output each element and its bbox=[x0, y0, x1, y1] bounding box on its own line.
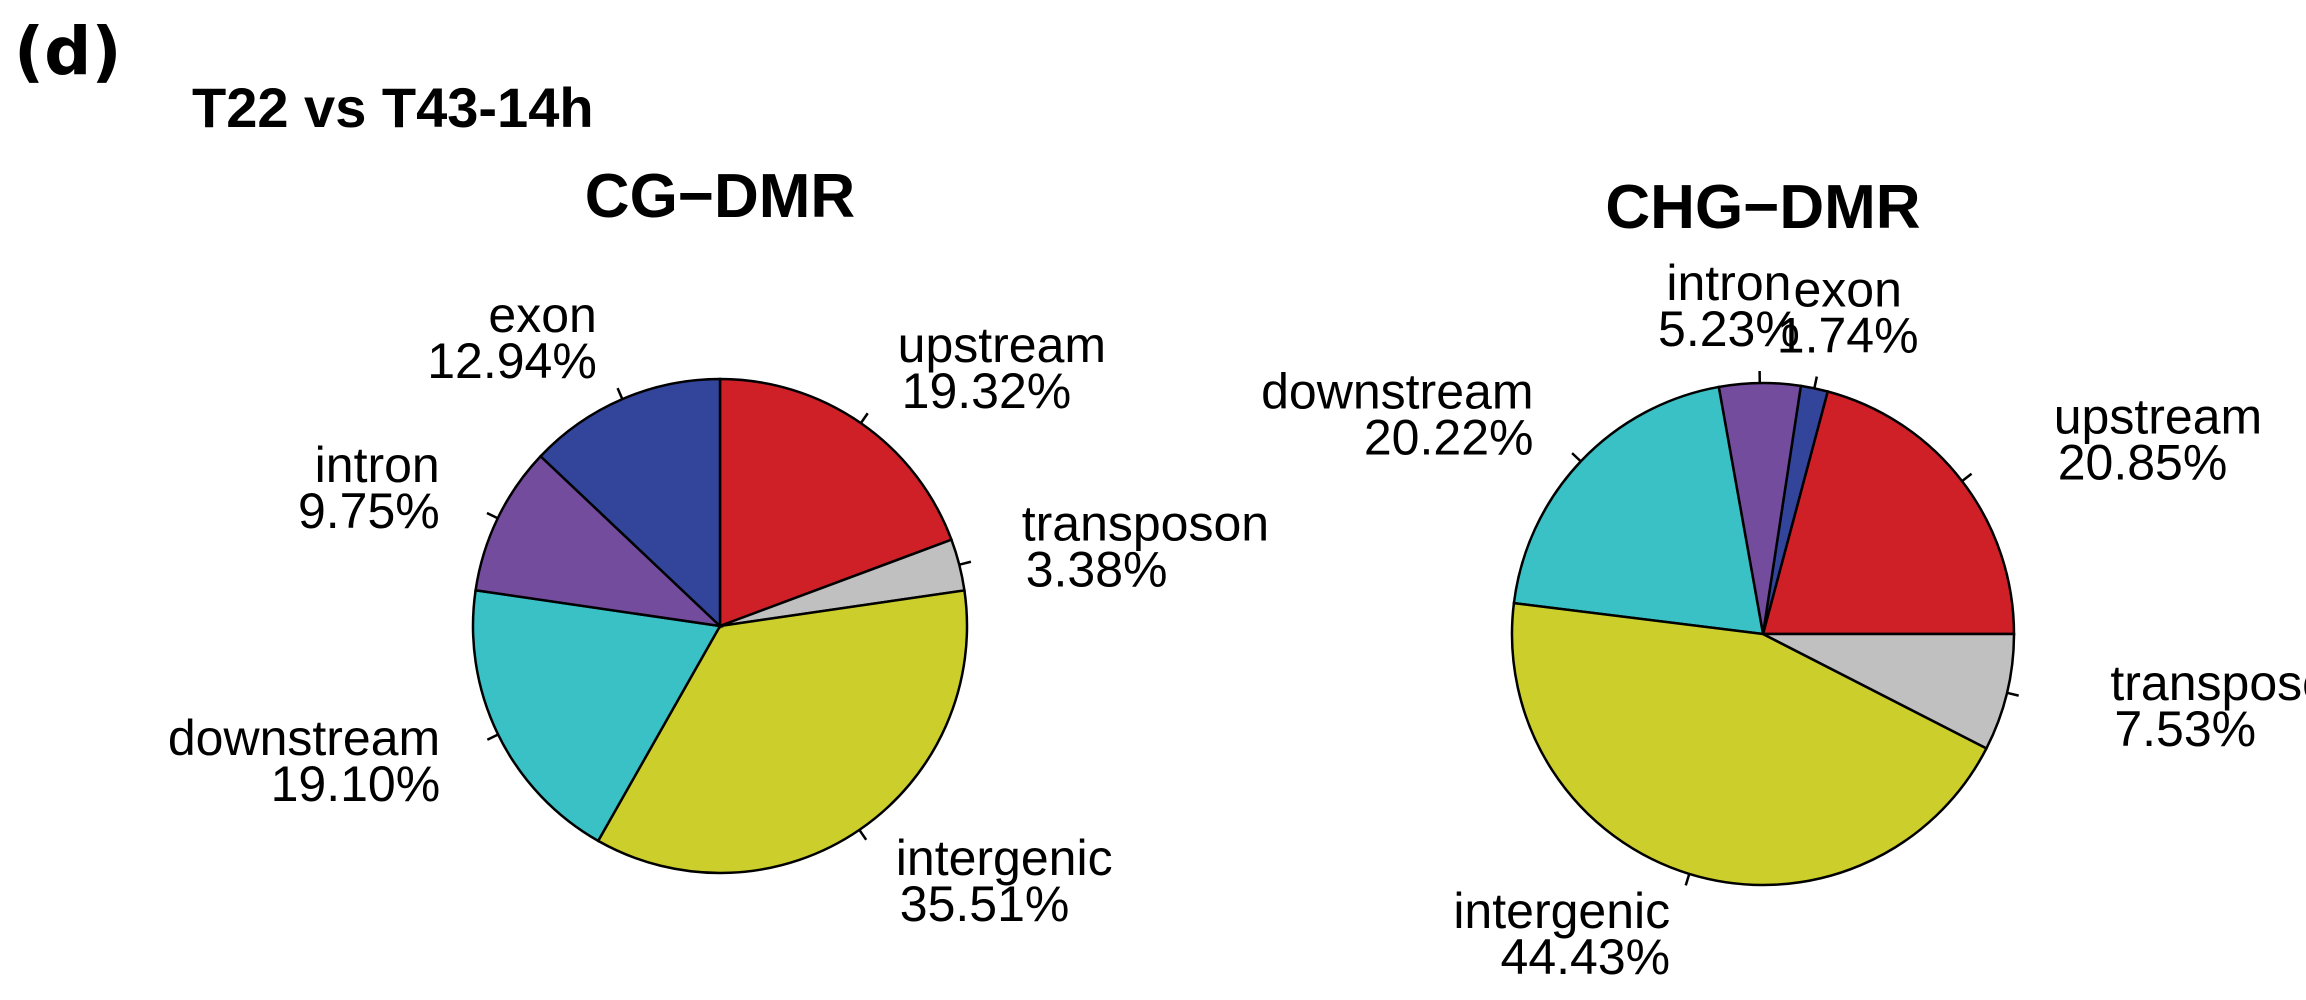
pie-label-name-downstream: downstream bbox=[168, 710, 440, 766]
pie-label-downstream: downstream 19.10% bbox=[168, 710, 440, 812]
pie-label-name-upstream: upstream bbox=[898, 317, 1106, 373]
pie-label-transposon: transposon7.53% bbox=[2110, 655, 2306, 757]
pie-label-downstream: downstream 20.22% bbox=[1261, 364, 1533, 466]
pie-label-name-intergenic: intergenic bbox=[1453, 883, 1670, 939]
pie-label-transposon: transposon 3.38% bbox=[1022, 496, 1269, 598]
pie-label-name-upstream: upstream bbox=[2054, 388, 2262, 444]
pie-tick-intron bbox=[486, 511, 499, 520]
pie-label-value-downstream: 19.10% bbox=[271, 756, 441, 812]
pie-tick-downstream bbox=[1571, 452, 1582, 463]
pie-label-intron: intron 5.23% bbox=[1658, 255, 1800, 357]
pie-label-intron: intron 9.75% bbox=[298, 437, 440, 539]
pie-chart-cg-dmr: CG−DMR upstream 19.32% transposon 3.38% inte… bbox=[168, 162, 1269, 932]
pie-label-value-exon: 1.74% bbox=[1777, 308, 1919, 364]
figure-title: T22 vs T43-14h bbox=[192, 76, 594, 139]
pie-label-name-downstream: downstream bbox=[1261, 364, 1533, 420]
pie-tick-upstream bbox=[1961, 472, 1973, 483]
pie-slice-downstream bbox=[1512, 385, 1765, 636]
pie-slice-upstream bbox=[718, 377, 954, 628]
pie-label-value-transposon: 7.53% bbox=[2114, 701, 2256, 757]
pie-chart-chg-dmr: CHG−DMR upstream 20.85% exon 1.74%intron 5.2… bbox=[1261, 173, 2306, 985]
pie-label-value-intron: 5.23% bbox=[1658, 301, 1800, 357]
pie-slices-cg-dmr bbox=[471, 377, 969, 875]
pie-tick-downstream bbox=[486, 733, 499, 741]
pie-tick-transposon bbox=[2006, 691, 2019, 697]
pie-label-intergenic: intergenic 44.43% bbox=[1453, 883, 1670, 985]
pie-label-upstream: upstream 19.32% bbox=[898, 317, 1106, 419]
pie-tick-exon bbox=[616, 387, 624, 400]
pie-label-name-transposon: transposon bbox=[1022, 496, 1269, 552]
pie-label-name-exon: exon bbox=[488, 287, 596, 343]
pie-label-intergenic: intergenic 35.51% bbox=[896, 830, 1113, 932]
pie-label-exon: exon 1.74% bbox=[1777, 262, 1919, 364]
pie-title-cg-dmr: CG−DMR bbox=[585, 162, 855, 231]
pie-label-exon: exon 12.94% bbox=[427, 287, 597, 389]
pie-slice-downstream bbox=[471, 588, 722, 843]
pie-slice-intergenic bbox=[596, 589, 969, 875]
pie-labels-chg-dmr: upstream 20.85% exon 1.74%intron 5.23% downst… bbox=[1261, 255, 2306, 985]
pie-slices-chg-dmr bbox=[1510, 381, 2016, 887]
pie-label-name-intron: intron bbox=[315, 437, 440, 493]
pie-tick-transposon bbox=[958, 560, 972, 566]
pie-label-value-exon: 12.94% bbox=[427, 333, 597, 389]
pie-label-value-intergenic: 35.51% bbox=[900, 876, 1070, 932]
pie-title-chg-dmr: CHG−DMR bbox=[1605, 173, 1920, 242]
pie-label-value-upstream: 20.85% bbox=[2058, 434, 2228, 490]
pie-slice-upstream bbox=[1761, 389, 2016, 636]
pie-label-value-upstream: 19.32% bbox=[902, 363, 1072, 419]
pie-tick-upstream bbox=[859, 412, 869, 424]
pie-label-value-transposon: 3.38% bbox=[1026, 542, 1168, 598]
panel-label: (d) bbox=[14, 13, 122, 90]
pie-label-value-intergenic: 44.43% bbox=[1501, 929, 1671, 985]
pie-label-name-intergenic: intergenic bbox=[896, 830, 1113, 886]
pie-label-upstream: upstream 20.85% bbox=[2054, 388, 2262, 490]
pie-tick-intergenic bbox=[858, 829, 868, 841]
pie-slice-transposon bbox=[1762, 632, 2016, 751]
pie-label-value-intron: 9.75% bbox=[298, 483, 440, 539]
pie-label-name-exon: exon bbox=[1793, 262, 1901, 318]
pie-label-name-transposon: transposon bbox=[2110, 655, 2306, 711]
pie-tick-exon bbox=[1813, 376, 1819, 389]
pie-label-value-downstream: 20.22% bbox=[1364, 410, 1534, 466]
pie-labels-cg-dmr: upstream 19.32%transposon 3.38%intergenic 3… bbox=[168, 287, 1269, 932]
pie-tick-intergenic bbox=[1684, 873, 1691, 886]
pie-label-name-intron: intron bbox=[1666, 255, 1791, 311]
